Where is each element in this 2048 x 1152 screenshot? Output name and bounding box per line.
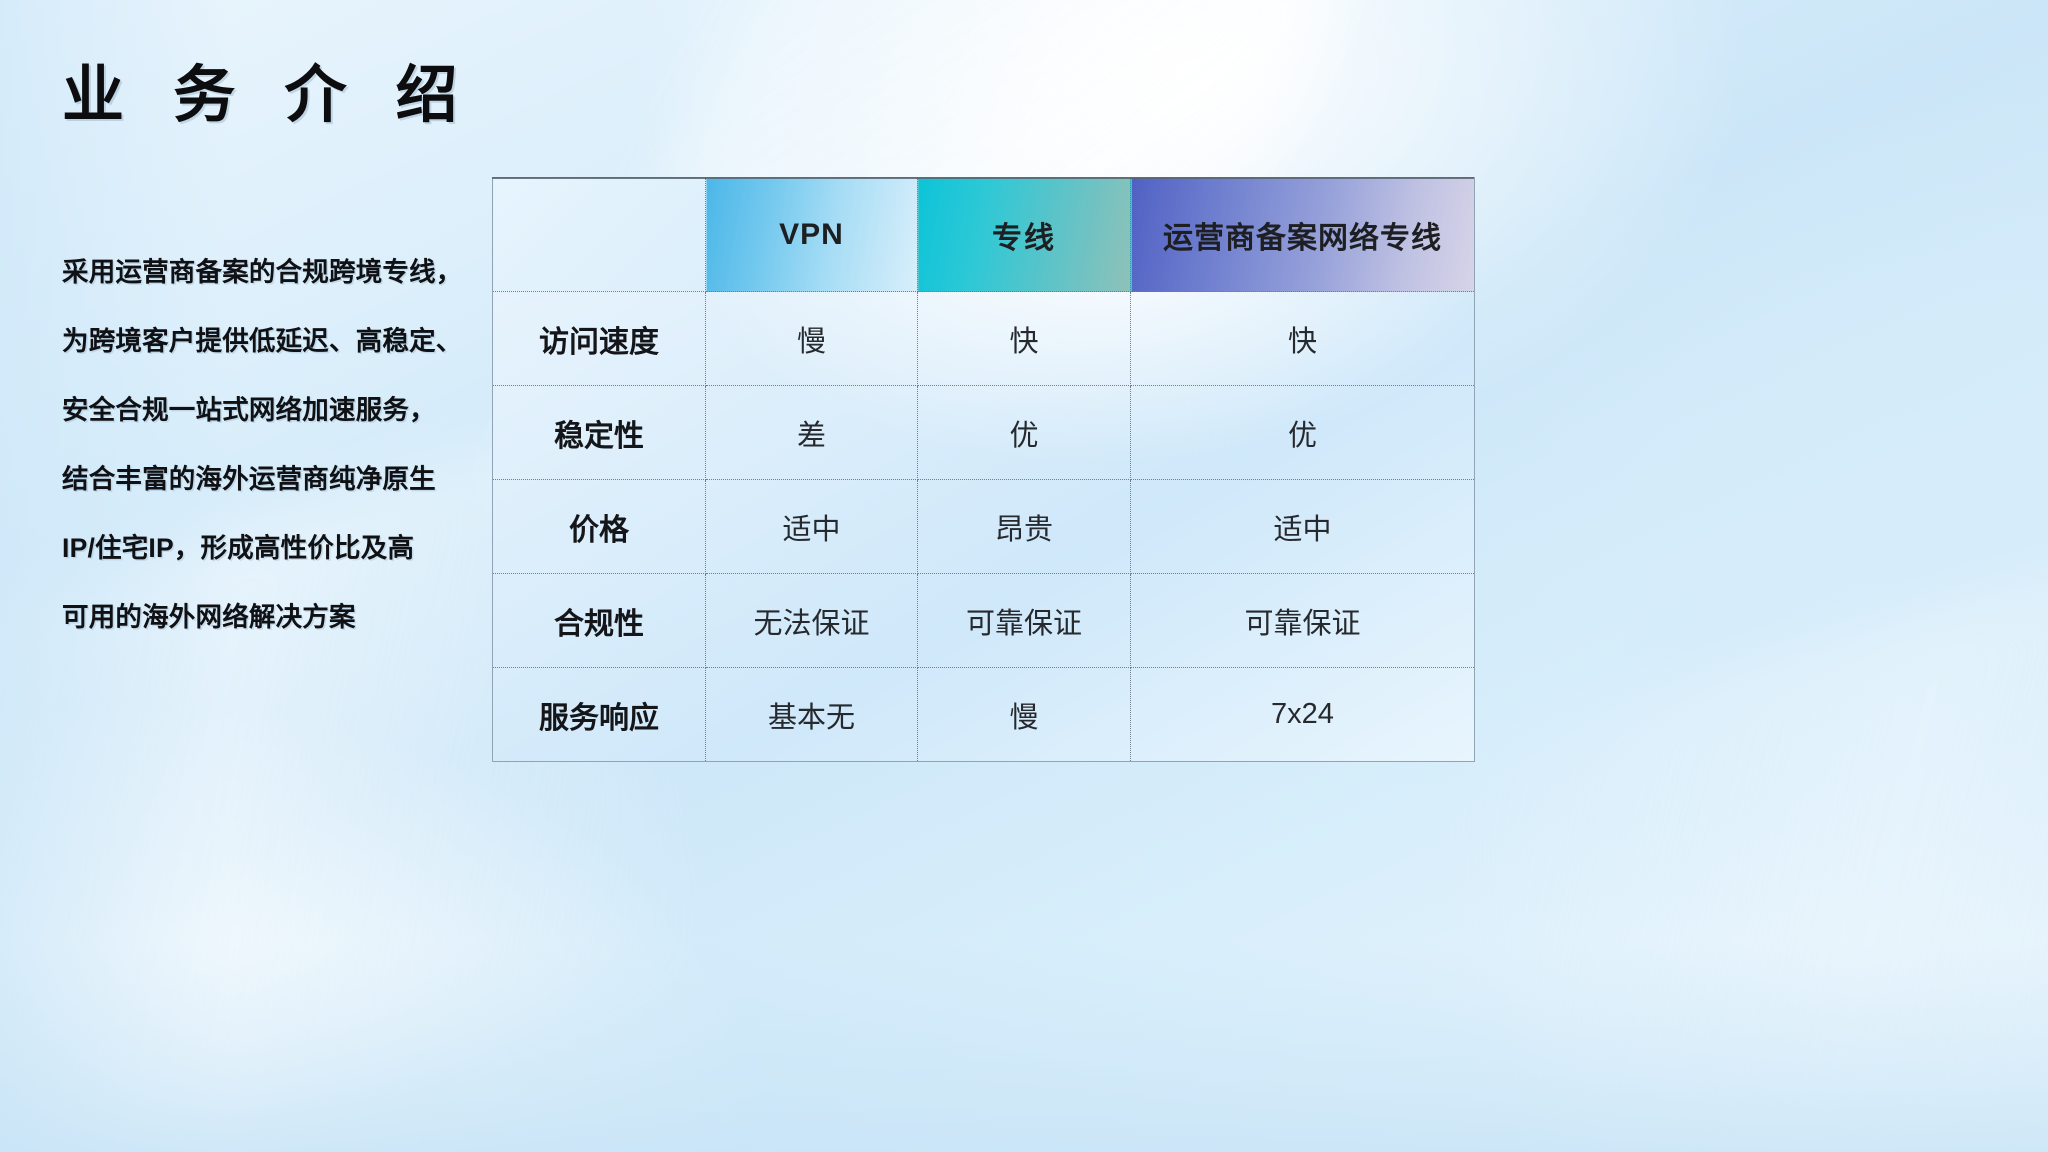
intro-line: 可用的海外网络解决方案	[62, 602, 356, 632]
intro-line: 结合丰富的海外运营商纯净原生	[62, 464, 436, 494]
table-row: 服务响应 基本无 慢 7x24	[492, 667, 1475, 762]
cell-stability-carrier: 优	[1130, 385, 1475, 480]
cell-access-speed-line: 快	[917, 291, 1131, 386]
intro-line: 为跨境客户提供低延迟、高稳定、	[62, 326, 463, 356]
table-header-blank	[492, 177, 706, 292]
intro-paragraph: 采用运营商备案的合规跨境专线， 为跨境客户提供低延迟、高稳定、 安全合规一站式网…	[62, 238, 472, 652]
table-header-dedicated-line: 专线	[917, 177, 1131, 292]
table-row: 合规性 无法保证 可靠保证 可靠保证	[492, 573, 1475, 668]
cell-compliance-vpn: 无法保证	[705, 573, 918, 668]
cell-price-vpn: 适中	[705, 479, 918, 574]
row-label-price: 价格	[492, 479, 706, 574]
cell-compliance-line: 可靠保证	[917, 573, 1131, 668]
intro-line: 安全合规一站式网络加速服务，	[62, 395, 436, 425]
cell-service-response-vpn: 基本无	[705, 667, 918, 762]
comparison-table-container: VPN 专线 运营商备案网络专线 访问速度 慢 快 快 稳定性 差 优 优	[492, 177, 1475, 762]
table-header-vpn: VPN	[705, 177, 918, 292]
cell-access-speed-carrier: 快	[1130, 291, 1475, 386]
table-header-row: VPN 专线 运营商备案网络专线	[492, 177, 1475, 292]
row-label-access-speed: 访问速度	[492, 291, 706, 386]
row-label-stability: 稳定性	[492, 385, 706, 480]
cell-service-response-line: 慢	[917, 667, 1131, 762]
cell-stability-line: 优	[917, 385, 1131, 480]
light-streak-decoration	[1443, 545, 2048, 1152]
table-row: 稳定性 差 优 优	[492, 385, 1475, 480]
page-title: 业 务 介 绍	[62, 61, 474, 130]
background-vignette	[0, 942, 2048, 1152]
intro-line: 采用运营商备案的合规跨境专线，	[62, 257, 463, 287]
cell-price-line: 昂贵	[917, 479, 1131, 574]
table-row: 访问速度 慢 快 快	[492, 291, 1475, 386]
comparison-table: VPN 专线 运营商备案网络专线 访问速度 慢 快 快 稳定性 差 优 优	[492, 177, 1475, 762]
intro-line: IP/住宅IP，形成高性价比及高	[62, 533, 415, 563]
cell-compliance-carrier: 可靠保证	[1130, 573, 1475, 668]
cell-stability-vpn: 差	[705, 385, 918, 480]
row-label-compliance: 合规性	[492, 573, 706, 668]
table-row: 价格 适中 昂贵 适中	[492, 479, 1475, 574]
cell-price-carrier: 适中	[1130, 479, 1475, 574]
row-label-service-response: 服务响应	[492, 667, 706, 762]
cell-service-response-carrier: 7x24	[1271, 698, 1334, 730]
table-header-carrier-line: 运营商备案网络专线	[1130, 177, 1475, 292]
cell-access-speed-vpn: 慢	[705, 291, 918, 386]
